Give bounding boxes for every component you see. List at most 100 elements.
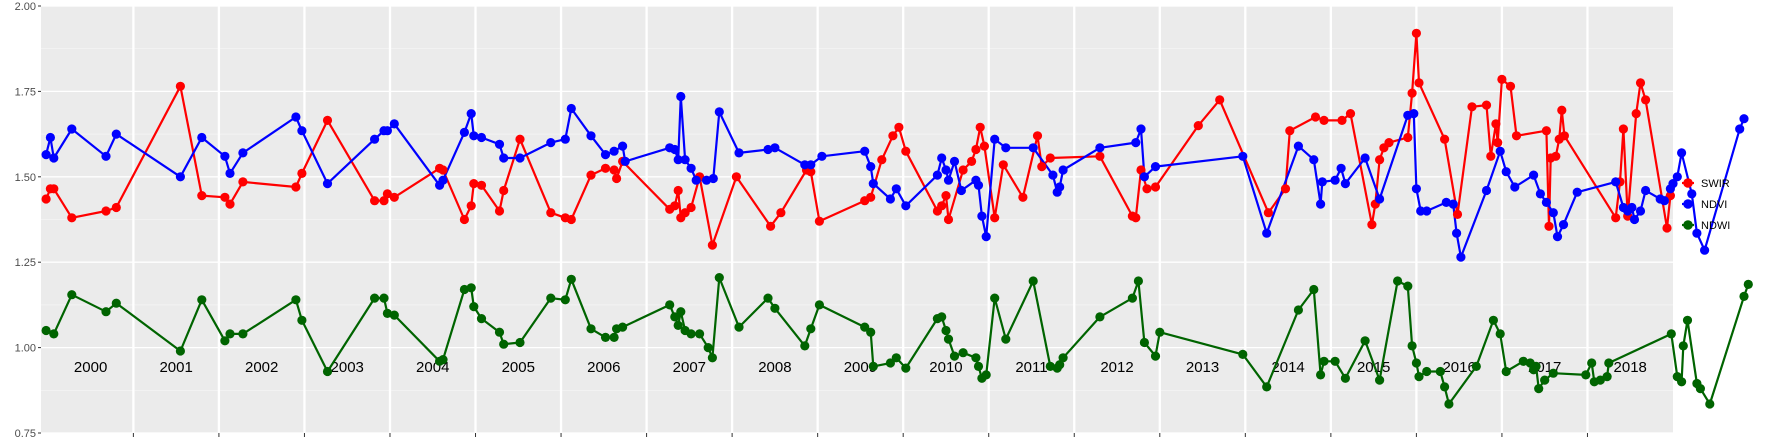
data-point-swir: [101, 206, 111, 216]
data-point-swir: [943, 214, 954, 225]
data-point-swir: [1635, 78, 1646, 88]
data-point-swir: [220, 192, 230, 202]
data-point-swir: [586, 170, 596, 180]
data-point-ndvi: [41, 150, 51, 160]
data-point-ndwi: [1411, 358, 1421, 368]
data-point-ndvi: [714, 107, 724, 117]
data-point-ndwi: [1360, 336, 1370, 346]
data-point-ndvi: [1558, 220, 1569, 230]
data-point-ndwi: [814, 300, 825, 310]
data-point-ndwi: [1534, 384, 1544, 394]
data-point-ndvi: [225, 168, 235, 178]
data-point-swir: [1367, 220, 1377, 230]
data-point-ndvi: [1535, 189, 1545, 199]
data-point-swir: [322, 115, 333, 125]
data-point-ndwi: [971, 353, 981, 363]
data-point-ndwi: [1238, 349, 1248, 359]
data-point-swir: [1403, 132, 1413, 143]
data-point-ndwi: [101, 307, 111, 317]
data-point-ndvi: [600, 150, 611, 160]
data-point-ndwi: [1316, 370, 1326, 380]
data-point-ndwi: [175, 346, 185, 356]
data-point-ndwi: [1471, 361, 1481, 371]
data-point-swir: [990, 213, 1000, 223]
data-point-swir: [894, 122, 904, 132]
data-point-swir: [901, 146, 911, 156]
data-point-swir: [971, 144, 981, 155]
data-point-swir: [175, 81, 185, 91]
data-point-ndwi: [1058, 353, 1068, 363]
year-label: 2016: [1442, 359, 1475, 376]
data-point-ndwi: [297, 315, 307, 325]
data-point-ndwi: [695, 329, 705, 339]
year-label: 2009: [844, 359, 877, 376]
year-label: 2013: [1186, 359, 1219, 376]
data-point-ndvi: [499, 153, 509, 163]
data-point-ndvi: [1481, 185, 1492, 196]
data-point-ndvi: [1668, 179, 1678, 189]
data-point-swir: [1032, 131, 1043, 141]
data-point-ndvi: [1448, 199, 1458, 209]
data-point-ndvi: [1541, 197, 1551, 207]
data-point-swir: [566, 214, 576, 225]
data-point-swir: [476, 180, 487, 190]
data-point-swir: [1045, 153, 1055, 163]
data-point-ndwi: [1540, 375, 1550, 385]
data-point-ndvi: [1692, 228, 1702, 238]
data-point-ndvi: [291, 112, 301, 122]
data-point-ndvi: [956, 185, 967, 196]
data-point-ndvi: [370, 134, 380, 144]
data-point-ndvi: [382, 126, 392, 136]
data-point-ndvi: [1330, 175, 1340, 185]
data-point-swir: [41, 194, 51, 204]
data-point-ndvi: [1495, 146, 1505, 156]
data-point-swir: [111, 202, 121, 213]
data-point-ndvi: [515, 153, 525, 163]
data-point-ndwi: [763, 293, 773, 303]
data-point-ndvi: [1028, 143, 1038, 153]
series-points: [41, 28, 1753, 409]
data-point-ndwi: [600, 332, 611, 342]
data-point-ndvi: [1001, 143, 1011, 153]
data-point-ndvi: [673, 155, 683, 165]
data-point-swir: [1280, 184, 1291, 194]
data-point-swir: [1481, 100, 1492, 110]
data-point-ndwi: [800, 341, 810, 351]
data-point-ndwi: [958, 348, 968, 358]
data-point-ndwi: [1587, 358, 1597, 368]
data-point-ndwi: [476, 314, 487, 324]
data-point-ndvi: [680, 155, 690, 165]
data-point-ndwi: [1581, 370, 1591, 380]
data-point-swir: [1467, 102, 1477, 112]
data-point-ndwi: [1602, 372, 1612, 382]
legend: SWIR NDVI NDWI: [1682, 178, 1730, 232]
data-point-ndvi: [1672, 172, 1682, 182]
y-tick-label: 0.75: [15, 428, 36, 440]
data-point-ndvi: [45, 132, 56, 143]
data-point-ndvi: [1552, 232, 1563, 242]
data-point-swir: [979, 141, 990, 151]
data-point-ndwi: [1414, 372, 1424, 382]
data-point-ndvi: [238, 148, 248, 158]
data-point-ndwi: [389, 310, 399, 320]
data-point-swir: [612, 173, 622, 184]
data-point-swir: [1493, 138, 1503, 148]
data-point-ndvi: [297, 126, 307, 136]
data-point-swir: [731, 172, 742, 182]
data-point-ndwi: [676, 307, 686, 317]
data-point-ndwi: [949, 351, 960, 361]
data-point-ndvi: [1139, 172, 1149, 182]
data-point-ndvi: [1375, 194, 1385, 204]
data-point-ndvi: [220, 151, 230, 161]
data-point-swir: [1665, 191, 1675, 201]
data-point-ndwi: [618, 322, 628, 332]
data-point-ndwi: [1678, 341, 1688, 351]
data-point-ndwi: [770, 303, 780, 313]
data-point-swir: [1142, 184, 1152, 194]
data-point-ndwi: [1340, 373, 1350, 383]
data-point-swir: [1559, 131, 1569, 141]
data-point-ndvi: [670, 144, 680, 155]
data-point-ndwi: [1440, 382, 1450, 392]
data-point-ndvi: [1700, 245, 1710, 255]
data-point-ndvi: [691, 175, 701, 185]
